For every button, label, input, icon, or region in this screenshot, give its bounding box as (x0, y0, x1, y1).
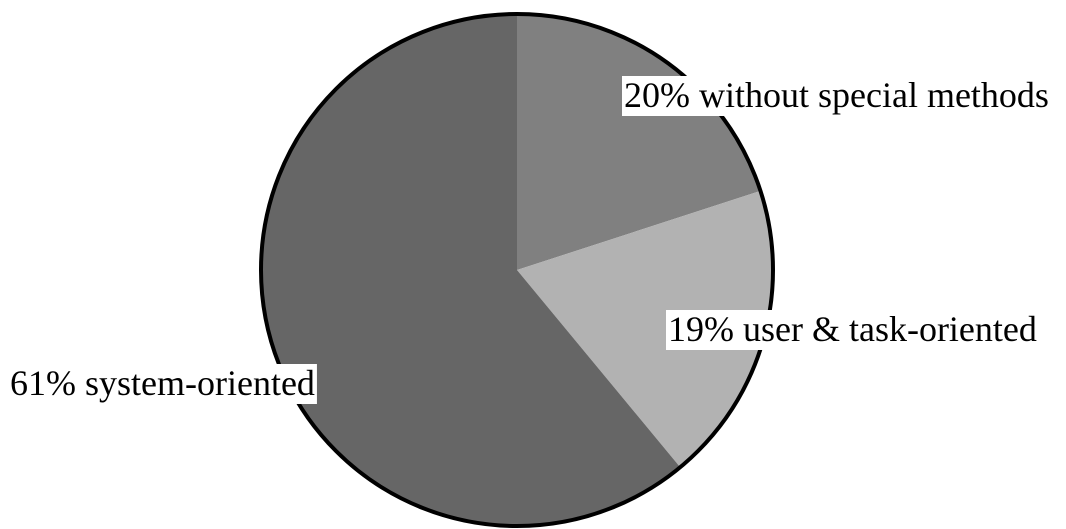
slice-label-group-2: 19% user & task-oriented (666, 309, 1039, 350)
slice-label-group-1: 20% without special methods (622, 75, 1051, 116)
slice-label-background-1 (622, 76, 1051, 116)
pie-slice-1 (517, 14, 761, 270)
slice-label-2: 19% user & task-oriented (668, 309, 1037, 349)
slice-label-1: 20% without special methods (624, 75, 1049, 115)
slice-label-background-3 (8, 364, 317, 404)
slice-label-background-2 (666, 310, 1039, 350)
pie-outline (259, 12, 775, 528)
pie-slices (260, 14, 773, 526)
slice-label-3: 61% system-oriented (10, 363, 315, 403)
pie-labels: 20% without special methods 19% user & ta… (8, 75, 1051, 404)
slice-label-group-3: 61% system-oriented (8, 363, 317, 404)
pie-slice-3 (260, 14, 681, 526)
pie-slice-2 (517, 190, 773, 468)
